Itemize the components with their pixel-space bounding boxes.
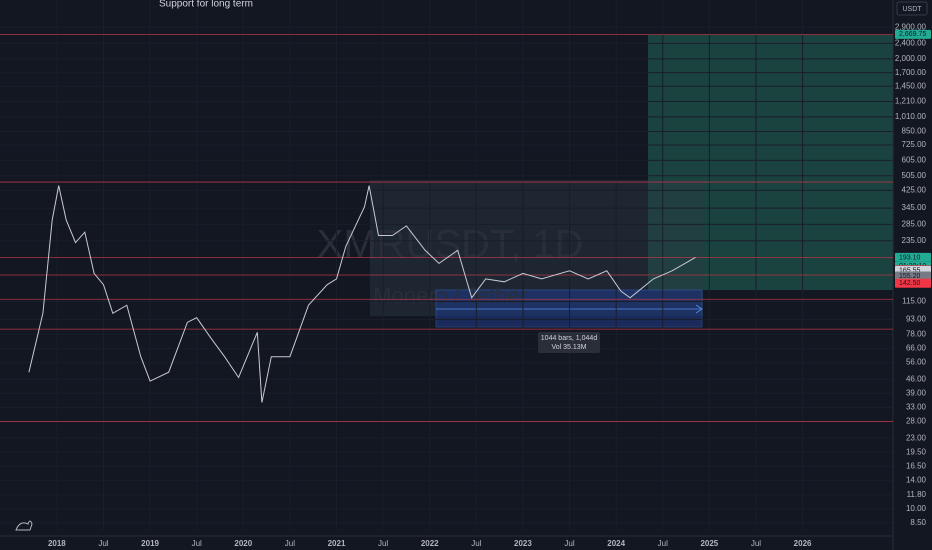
y-tick-label: 14.00	[906, 475, 927, 484]
chart-title: Support for long term	[159, 0, 253, 10]
long-position-target	[648, 35, 893, 290]
x-tick-label: Jul	[192, 539, 202, 548]
x-tick-label: Jul	[658, 539, 668, 548]
y-tick-label: 285.00	[902, 219, 927, 228]
arrow-head	[695, 304, 703, 314]
y-tick-label: 10.00	[906, 504, 927, 513]
x-tick-label: 2019	[141, 539, 159, 548]
y-tick-label: 78.00	[906, 330, 927, 339]
y-tick-label: 425.00	[902, 186, 927, 195]
y-tick-label: 28.00	[906, 417, 927, 426]
x-tick-label: 2022	[421, 539, 439, 548]
y-tick-label: 2,000.00	[895, 54, 927, 63]
y-tick-label: 56.00	[906, 358, 927, 367]
y-tick-label: 235.00	[902, 236, 927, 245]
x-tick-label: 2025	[700, 539, 718, 548]
price-line	[28, 185, 696, 403]
x-tick-label: 2021	[328, 539, 346, 548]
x-tick-label: Jul	[564, 539, 574, 548]
currency-label: USDT	[902, 6, 922, 13]
x-tick-label: 2020	[234, 539, 252, 548]
price-tag	[895, 278, 931, 288]
measure-bars: 1044 bars, 1,044d	[541, 335, 598, 342]
measure-box	[538, 332, 600, 353]
price-tag	[895, 29, 931, 39]
y-tick-label: 11.80	[907, 490, 927, 499]
measure-volume: Vol 35.13M	[551, 344, 586, 351]
x-tick-label: 2026	[794, 539, 812, 548]
x-tick-label: Jul	[751, 539, 761, 548]
y-tick-label: 46.00	[906, 374, 927, 383]
y-tick-label: 1,700.00	[895, 68, 927, 77]
date-range	[435, 289, 703, 328]
y-tick-label: 16.50	[906, 461, 927, 470]
y-tick-label: 505.00	[902, 171, 927, 180]
y-tick-label: 605.00	[902, 156, 927, 165]
y-tick-label: 2,400.00	[895, 38, 927, 47]
y-tick-label: 2,900.00	[895, 22, 927, 31]
price-tag-label: 193.10	[899, 254, 921, 261]
y-tick-label: 115.00	[902, 297, 926, 306]
x-tick-label: Jul	[471, 539, 481, 548]
tv-logo	[15, 520, 33, 531]
y-tick-label: 725.00	[902, 140, 927, 149]
x-tick-label: Jul	[285, 539, 295, 548]
price-tag	[895, 271, 931, 281]
y-tick-label: 66.00	[906, 344, 927, 353]
price-tag-label: 2,669.75	[899, 31, 926, 38]
y-tick-label: 345.00	[902, 203, 927, 212]
watermark-name: Monero / Tether	[373, 283, 527, 308]
x-tick-label: 2023	[514, 539, 532, 548]
price-tag	[895, 252, 931, 262]
y-tick-label: 23.00	[906, 433, 927, 442]
price-tag-label: 165.55	[899, 267, 921, 274]
x-tick-label: 2018	[48, 539, 66, 548]
y-tick-label: 93.00	[906, 315, 927, 324]
y-tick-label: 1,210.00	[895, 97, 927, 106]
price-tag-label: 155.20	[899, 273, 921, 280]
y-tick-label: 39.00	[906, 388, 927, 397]
y-tick-label: 850.00	[902, 127, 927, 136]
x-tick-label: Jul	[378, 539, 388, 548]
x-tick-label: 2024	[607, 539, 625, 548]
y-tick-label: 33.00	[906, 403, 927, 412]
y-tick-label: 19.50	[906, 447, 927, 456]
watermark-symbol: XMRUSDT, 1D	[317, 223, 584, 267]
price-tag-label: 142.50	[899, 280, 921, 287]
currency-button[interactable]	[896, 1, 928, 16]
x-tick-label: Jul	[98, 539, 108, 548]
y-tick-label: 1,010.00	[895, 112, 927, 121]
y-tick-label: 1,450.00	[895, 81, 927, 90]
y-tick-label: 8.50	[910, 518, 926, 527]
